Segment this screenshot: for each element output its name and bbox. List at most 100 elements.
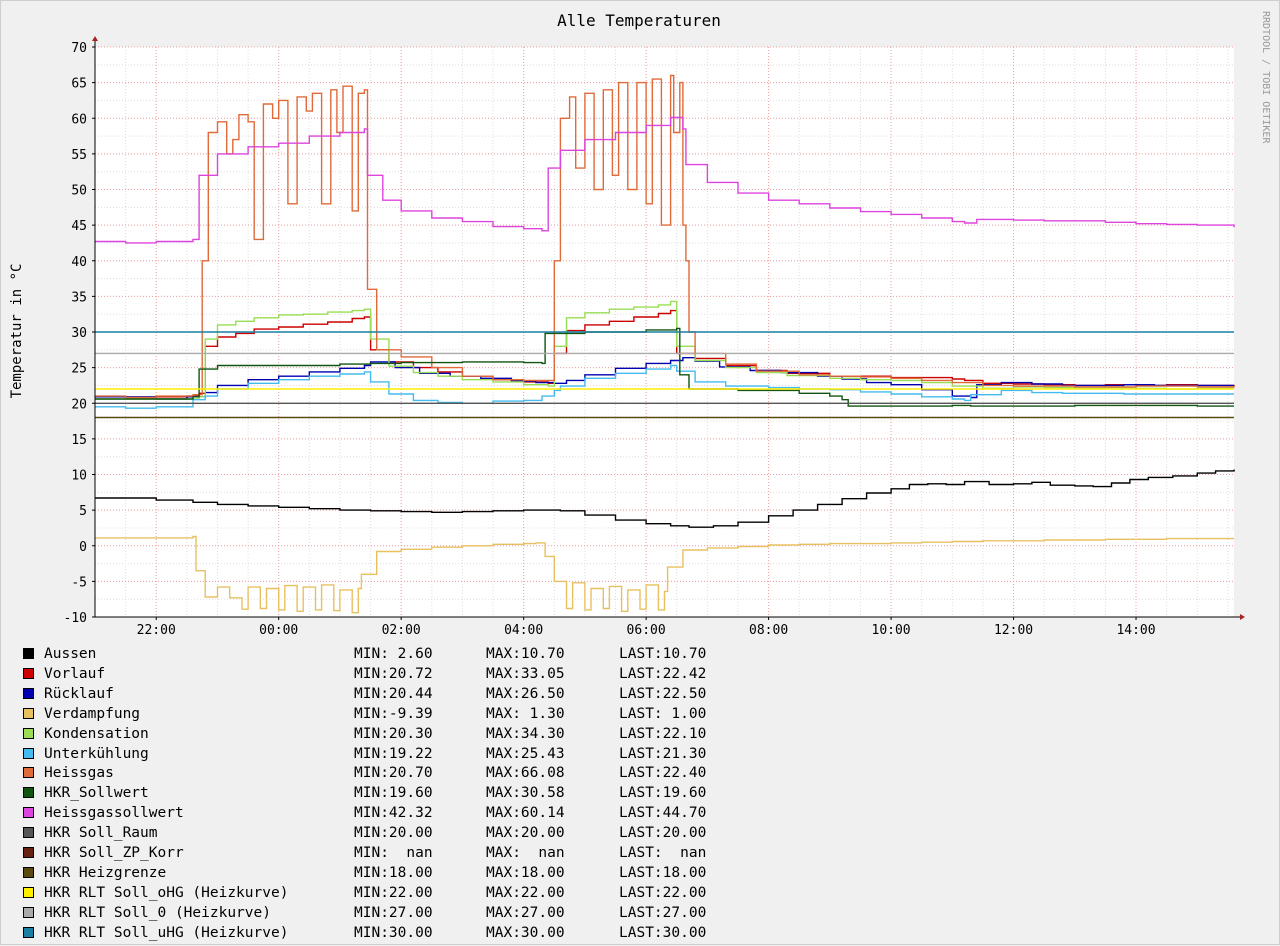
legend-series-name: HKR RLT Soll_uHG (Heizkurve) <box>44 924 289 941</box>
legend-last-value: LAST:19.60 <box>619 785 707 802</box>
legend-row: HKR RLT Soll_oHG (Heizkurve) MIN:22.00 MAX… <box>23 883 743 903</box>
legend-series-name: Heissgassollwert <box>44 805 184 822</box>
legend-row: Rücklauf MIN:20.44 MAX:26.50 LAST:22.50 <box>23 684 743 704</box>
legend-last-value: LAST: 1.00 <box>619 705 707 722</box>
legend-last-value: LAST:18.00 <box>619 864 707 881</box>
legend-max-value: MAX:30.00 <box>486 924 565 941</box>
legend-swatch <box>23 866 34 878</box>
x-tick-label: 00:00 <box>259 623 298 638</box>
legend-row: Unterkühlung MIN:19.22 MAX:25.43 LAST:21.30 <box>23 744 743 764</box>
legend-series-name: Kondensation <box>44 725 149 742</box>
legend-min-value: MIN:42.32 <box>354 805 433 822</box>
legend-max-value: MAX:22.00 <box>486 884 565 901</box>
series-line-7 <box>95 327 1234 407</box>
legend-min-value: MIN:20.00 <box>354 825 433 842</box>
y-tick-label: 65 <box>71 77 87 92</box>
y-tick-label: 45 <box>71 219 87 234</box>
legend-last-value: LAST:22.00 <box>619 884 707 901</box>
legend-series-name: HKR Heizgrenze <box>44 864 167 881</box>
y-tick-label: 60 <box>71 112 87 127</box>
legend-max-value: MAX:26.50 <box>486 685 565 702</box>
legend-last-value: LAST:30.00 <box>619 924 707 941</box>
legend-row: Vorlauf MIN:20.72 MAX:33.05 LAST:22.42 <box>23 664 743 684</box>
legend-max-value: MAX:25.43 <box>486 745 565 762</box>
legend-max-value: MAX: 1.30 <box>486 705 565 722</box>
legend-last-value: LAST:22.40 <box>619 765 707 782</box>
legend-swatch <box>23 926 34 938</box>
legend-row: Heissgassollwert MIN:42.32 MAX:60.14 LAST:4… <box>23 803 743 823</box>
x-tick-label: 04:00 <box>504 623 543 638</box>
x-tick-label: 10:00 <box>872 623 911 638</box>
x-tick-label: 08:00 <box>749 623 788 638</box>
legend-series-name: HKR RLT Soll_0 (Heizkurve) <box>44 904 271 921</box>
legend-last-value: LAST:22.10 <box>619 725 707 742</box>
legend-max-value: MAX:30.58 <box>486 785 565 802</box>
watermark: RRDTOOL / TOBI OETIKER <box>1260 11 1271 144</box>
chart-title: Alle Temperaturen <box>557 11 721 30</box>
y-tick-label: 20 <box>71 397 87 412</box>
legend-row: Kondensation MIN:20.30 MAX:34.30 LAST:22.10 <box>23 724 743 744</box>
y-tick-label: 35 <box>71 290 87 305</box>
legend-max-value: MAX:33.05 <box>486 665 565 682</box>
legend-max-value: MAX:66.08 <box>486 765 565 782</box>
legend-swatch <box>23 707 34 719</box>
legend-last-value: LAST:22.50 <box>619 685 707 702</box>
legend-series-name: Verdampfung <box>44 705 141 722</box>
legend-min-value: MIN:19.22 <box>354 745 433 762</box>
y-tick-label: 0 <box>79 540 87 555</box>
legend-series-name: Vorlauf <box>44 665 106 682</box>
y-tick-label: -10 <box>64 611 87 626</box>
legend-series-name: Aussen <box>44 646 97 662</box>
legend-row: HKR Soll_Raum MIN:20.00 MAX:20.00 LAST:20.0… <box>23 823 743 843</box>
legend-row: HKR Soll_ZP_Korr MIN: nan MAX: nan LAST: na… <box>23 843 743 863</box>
x-axis-arrow <box>1240 614 1245 620</box>
legend-series-name: HKR Soll_ZP_Korr <box>44 845 184 861</box>
legend-last-value: LAST:20.00 <box>619 825 707 842</box>
series-lines <box>95 74 1235 614</box>
y-tick-label: 40 <box>71 255 87 270</box>
legend-last-value: LAST:27.00 <box>619 904 707 921</box>
legend-max-value: MAX:18.00 <box>486 864 565 881</box>
legend-min-value: MIN:30.00 <box>354 924 433 941</box>
legend-max-value: MAX:20.00 <box>486 825 565 842</box>
legend-last-value: LAST:10.70 <box>619 646 707 662</box>
y-tick-label: 15 <box>71 433 87 448</box>
legend-row: HKR RLT Soll_0 (Heizkurve) MIN:27.00 MAX:2… <box>23 903 743 923</box>
legend-series-name: HKR_Sollwert <box>44 785 149 802</box>
legend-swatch <box>23 667 34 679</box>
legend-last-value: LAST:44.70 <box>619 805 707 822</box>
y-axis-label: Temperatur in °C <box>9 264 25 399</box>
y-tick-label: 25 <box>71 362 87 377</box>
series-line-0 <box>95 469 1235 528</box>
x-tick-label: 14:00 <box>1116 623 1155 638</box>
y-tick-label: 50 <box>71 184 87 199</box>
legend-row: Heissgas MIN:20.70 MAX:66.08 LAST:22.40 <box>23 763 743 783</box>
legend-min-value: MIN:19.60 <box>354 785 433 802</box>
legend-swatch <box>23 807 34 819</box>
x-tick-label: 12:00 <box>994 623 1033 638</box>
legend-min-value: MIN:20.44 <box>354 685 433 702</box>
x-tick-label: 02:00 <box>382 623 421 638</box>
x-tick-label: 06:00 <box>627 623 666 638</box>
legend-series-name: Unterkühlung <box>44 745 149 762</box>
legend-series-name: Heissgas <box>44 765 114 782</box>
legend-min-value: MIN:20.30 <box>354 725 433 742</box>
series-line-6 <box>95 74 1235 399</box>
legend-swatch <box>23 767 34 779</box>
y-tick-label: 30 <box>71 326 87 341</box>
legend-min-value: MIN:22.00 <box>354 884 433 901</box>
series-line-1 <box>95 309 1235 399</box>
legend-max-value: MAX:27.00 <box>486 904 565 921</box>
legend-max-value: MAX:34.30 <box>486 725 565 742</box>
series-line-5 <box>95 364 1234 409</box>
series-line-3 <box>95 535 1234 614</box>
legend-swatch <box>23 847 34 858</box>
legend-row: Verdampfung MIN:-9.39 MAX: 1.30 LAST: 1.00 <box>23 704 743 724</box>
y-tick-label: -5 <box>71 575 87 590</box>
legend-swatch <box>23 687 34 699</box>
legend-min-value: MIN: nan <box>354 845 433 861</box>
legend-swatch <box>23 648 34 659</box>
legend-min-value: MIN:20.72 <box>354 665 433 682</box>
